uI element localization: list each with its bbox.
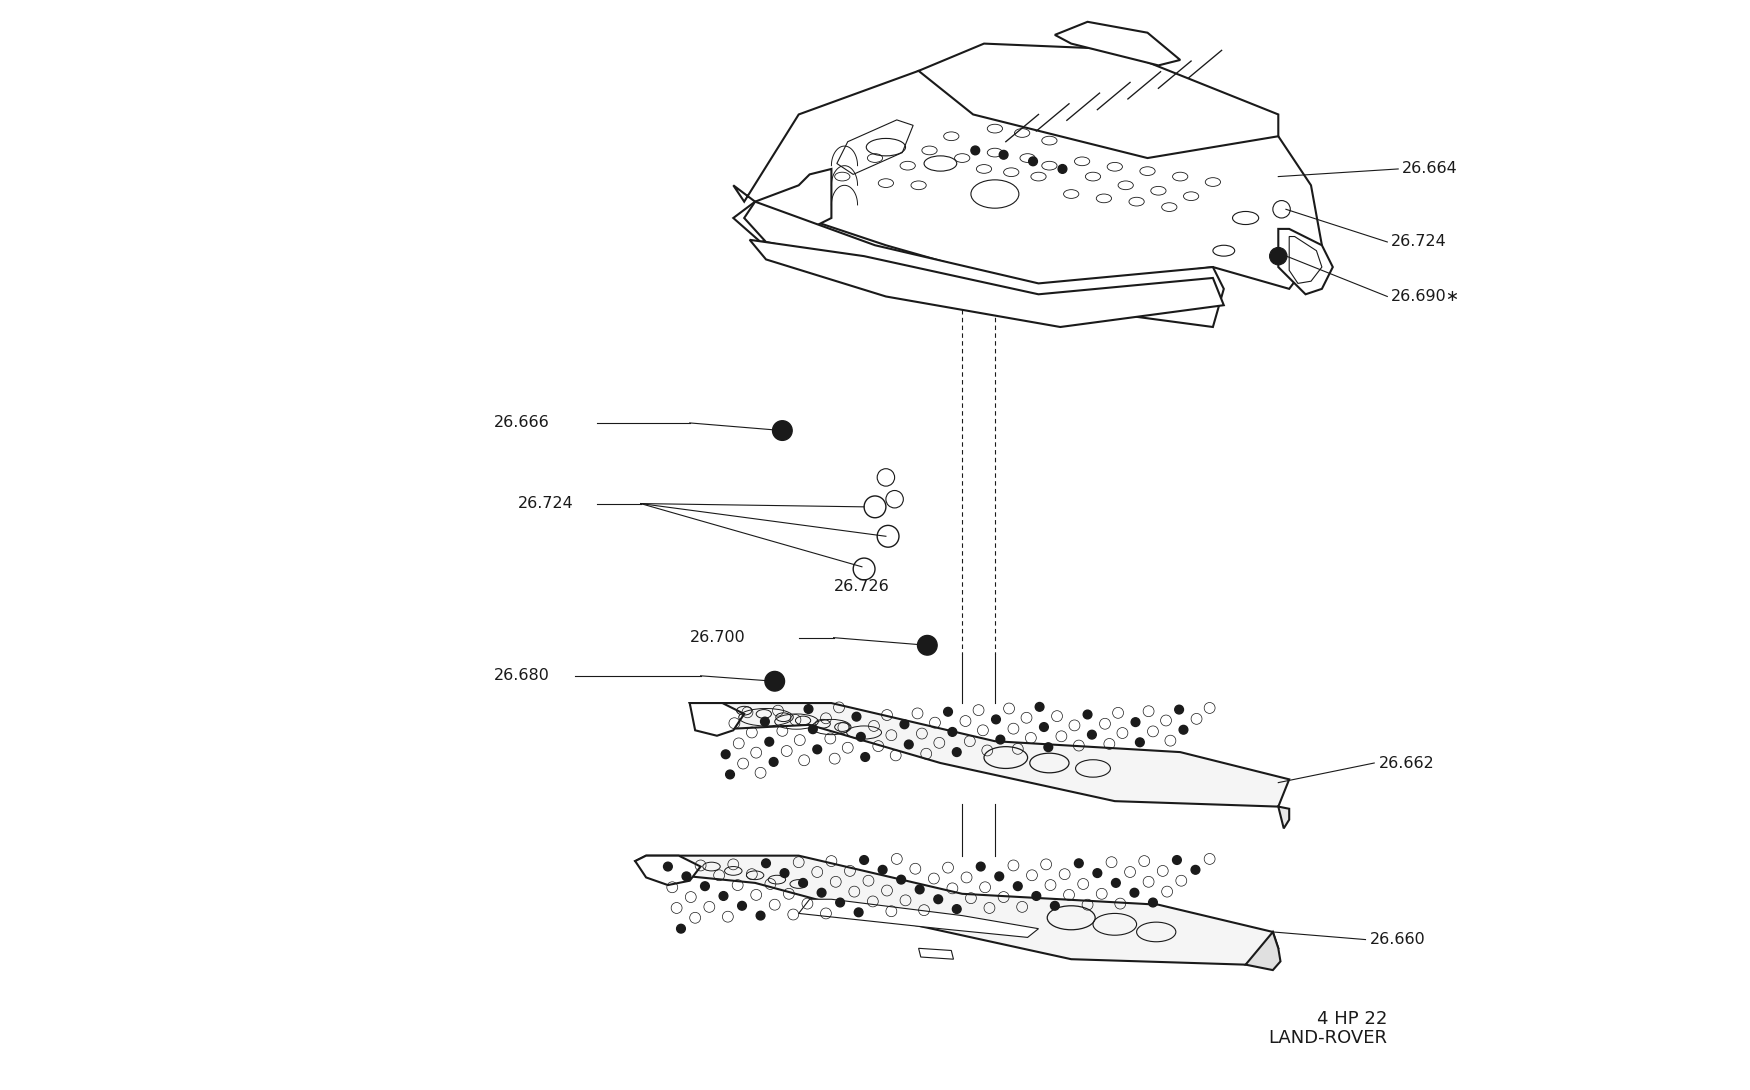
Circle shape	[952, 905, 961, 913]
Circle shape	[738, 901, 747, 910]
Circle shape	[856, 732, 864, 741]
Circle shape	[1083, 711, 1092, 719]
Text: 26.680: 26.680	[493, 668, 550, 683]
Circle shape	[770, 758, 779, 766]
Circle shape	[765, 671, 784, 691]
Text: 26.690∗: 26.690∗	[1391, 289, 1459, 304]
Circle shape	[812, 746, 821, 754]
Polygon shape	[798, 899, 1038, 937]
Circle shape	[999, 150, 1008, 159]
Circle shape	[996, 872, 1003, 881]
Circle shape	[798, 879, 807, 887]
Circle shape	[861, 752, 870, 762]
Circle shape	[1172, 856, 1181, 864]
Circle shape	[817, 888, 826, 897]
Circle shape	[1045, 743, 1054, 752]
Circle shape	[719, 892, 728, 900]
Circle shape	[943, 707, 952, 716]
Circle shape	[700, 882, 709, 891]
Circle shape	[1032, 892, 1041, 900]
Circle shape	[949, 728, 957, 737]
Polygon shape	[690, 703, 1290, 807]
Circle shape	[1130, 888, 1139, 897]
Circle shape	[934, 895, 943, 904]
Circle shape	[761, 859, 770, 868]
Circle shape	[1148, 898, 1157, 907]
Circle shape	[1074, 859, 1083, 868]
Polygon shape	[733, 71, 1321, 289]
Circle shape	[765, 738, 774, 747]
Circle shape	[992, 715, 1001, 724]
Circle shape	[1040, 723, 1048, 731]
Polygon shape	[1055, 22, 1180, 65]
Polygon shape	[635, 856, 700, 885]
Text: 26.660: 26.660	[1370, 932, 1426, 947]
Polygon shape	[1278, 229, 1334, 294]
Circle shape	[1111, 879, 1120, 887]
Circle shape	[780, 869, 789, 877]
Circle shape	[808, 725, 817, 734]
Polygon shape	[749, 240, 1223, 327]
Text: LAND-ROVER: LAND-ROVER	[1269, 1029, 1388, 1046]
Circle shape	[852, 713, 861, 722]
Text: 26.724: 26.724	[1391, 234, 1445, 250]
Circle shape	[726, 771, 735, 779]
Text: 26.724: 26.724	[518, 496, 574, 511]
Circle shape	[1094, 869, 1102, 877]
Circle shape	[663, 862, 672, 871]
Circle shape	[854, 908, 863, 917]
Circle shape	[1059, 165, 1068, 173]
Circle shape	[1192, 865, 1200, 874]
Circle shape	[1087, 730, 1096, 739]
Text: 26.726: 26.726	[833, 579, 889, 594]
Circle shape	[805, 705, 812, 714]
Circle shape	[772, 421, 793, 440]
Text: 4 HP 22: 4 HP 22	[1318, 1010, 1388, 1028]
Circle shape	[682, 872, 691, 881]
Circle shape	[1130, 718, 1139, 727]
Circle shape	[896, 875, 905, 884]
Text: 26.700: 26.700	[690, 630, 746, 645]
Circle shape	[756, 911, 765, 920]
Circle shape	[859, 856, 868, 864]
Polygon shape	[1278, 807, 1290, 828]
Circle shape	[1174, 705, 1183, 714]
Circle shape	[900, 720, 908, 729]
Circle shape	[1036, 703, 1045, 712]
Circle shape	[1180, 726, 1188, 735]
Circle shape	[915, 885, 924, 894]
Text: 26.664: 26.664	[1402, 161, 1458, 177]
Circle shape	[677, 924, 686, 933]
Circle shape	[721, 750, 730, 759]
Circle shape	[1029, 157, 1038, 166]
Text: 26.666: 26.666	[493, 415, 550, 431]
Circle shape	[977, 862, 985, 871]
Polygon shape	[1246, 932, 1281, 970]
Ellipse shape	[1232, 211, 1258, 225]
Circle shape	[1269, 247, 1286, 265]
Ellipse shape	[1213, 245, 1236, 256]
Polygon shape	[635, 856, 1278, 965]
Circle shape	[996, 736, 1004, 744]
Circle shape	[878, 865, 887, 874]
Polygon shape	[744, 202, 1223, 327]
Circle shape	[1050, 901, 1059, 910]
Text: 26.662: 26.662	[1379, 755, 1435, 771]
Circle shape	[905, 740, 914, 749]
Polygon shape	[919, 44, 1278, 158]
Circle shape	[952, 748, 961, 756]
Circle shape	[836, 898, 845, 907]
Polygon shape	[733, 169, 831, 242]
Circle shape	[1013, 882, 1022, 891]
Circle shape	[971, 146, 980, 155]
Circle shape	[917, 635, 938, 655]
Circle shape	[761, 717, 770, 726]
Polygon shape	[690, 703, 744, 736]
Circle shape	[1136, 738, 1144, 747]
